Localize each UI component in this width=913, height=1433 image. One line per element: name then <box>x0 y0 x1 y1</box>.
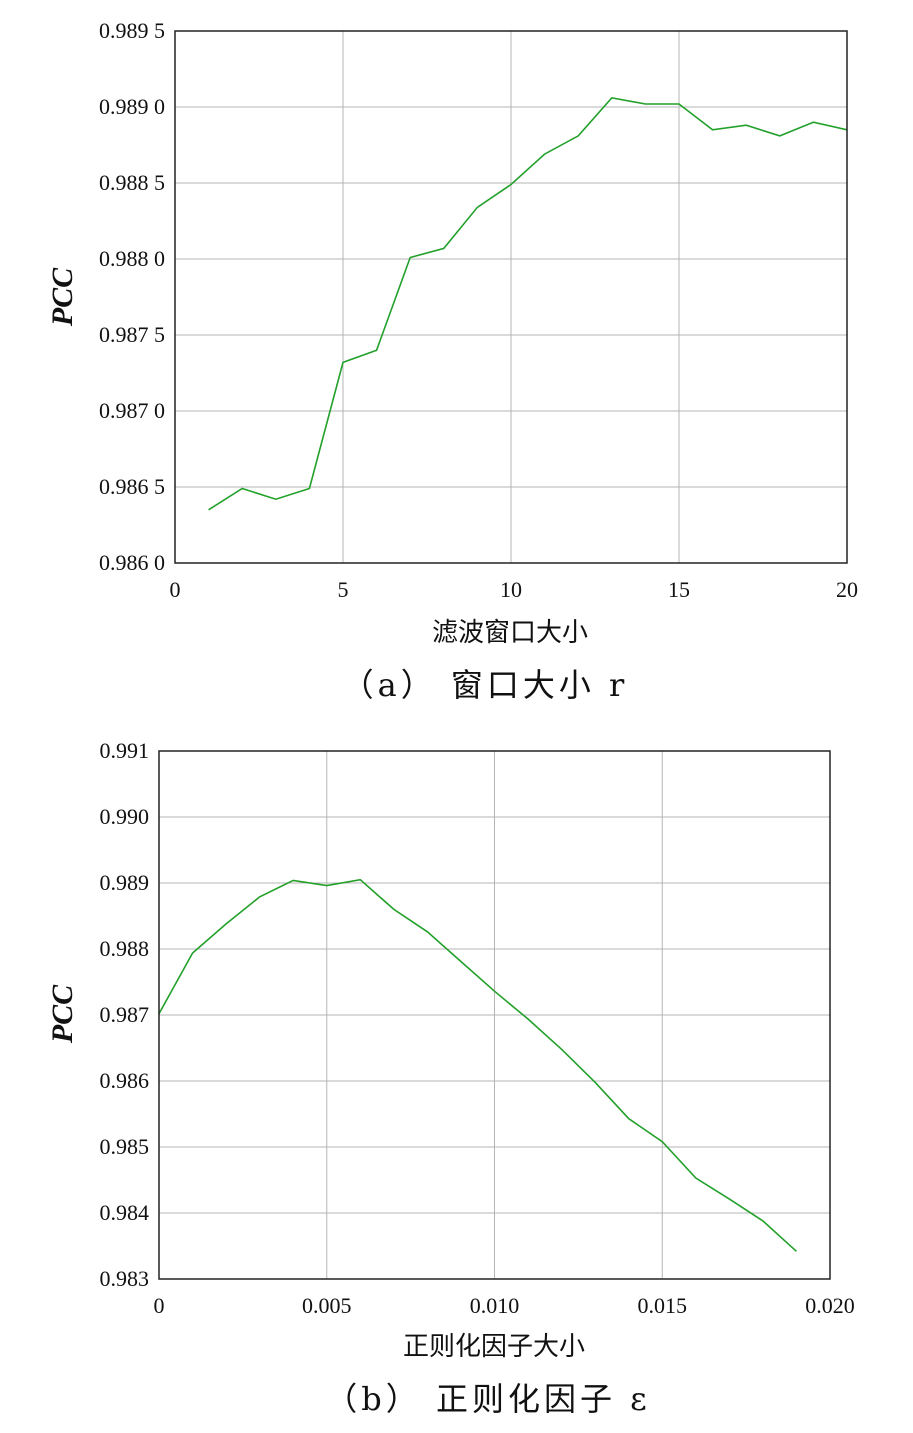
chart-a: 0.986 0 0.986 5 0.987 0 0.987 5 0.988 0 0.988… <box>46 18 858 704</box>
chart-a-y-tick-label: 0.988 0 <box>99 246 165 271</box>
chart-a-caption: （a） 窗口大小 r <box>342 666 629 704</box>
chart-a-y-tick-label: 0.986 5 <box>99 474 165 499</box>
chart-a-x-ticks: 0 5 10 15 20 <box>170 577 859 602</box>
chart-b-y-tick-label: 0.989 <box>100 870 150 895</box>
chart-b-y-tick-label: 0.985 <box>100 1134 150 1159</box>
chart-b-y-tick-label: 0.984 <box>100 1200 150 1225</box>
chart-a-x-tick-label: 10 <box>500 577 522 602</box>
chart-a-y-axis-label: PCC <box>46 267 79 327</box>
chart-b-y-axis-label: PCC <box>46 984 79 1044</box>
chart-a-y-tick-label: 0.989 5 <box>99 18 165 43</box>
chart-a-x-axis-label: 滤波窗口大小 <box>432 618 588 648</box>
chart-a-series-line <box>208 97 848 511</box>
chart-a-plot-frame <box>174 30 848 564</box>
chart-a-x-tick-label: 20 <box>836 577 858 602</box>
chart-a-grid <box>175 31 847 563</box>
chart-a-x-tick-label: 15 <box>668 577 690 602</box>
chart-a-x-tick-label: 0 <box>170 577 181 602</box>
chart-a-y-tick-label: 0.988 5 <box>99 170 165 195</box>
chart-a-y-tick-label: 0.987 5 <box>99 322 165 347</box>
chart-b-x-tick-label: 0.015 <box>638 1293 688 1318</box>
chart-b-y-tick-label: 0.987 <box>100 1002 150 1027</box>
chart-b: 0.983 0.984 0.985 0.986 0.987 0.988 0.989 0.990… <box>46 738 855 1418</box>
chart-b-y-tick-label: 0.991 <box>100 738 150 763</box>
chart-a-y-tick-label: 0.986 0 <box>99 550 165 575</box>
chart-b-caption: （b） 正则化因子 ε <box>325 1380 650 1418</box>
chart-b-x-tick-label: 0 <box>154 1293 165 1318</box>
chart-a-x-tick-label: 5 <box>338 577 349 602</box>
chart-b-x-tick-label: 0.010 <box>470 1293 520 1318</box>
chart-b-x-tick-label: 0.020 <box>805 1293 855 1318</box>
chart-b-y-tick-label: 0.990 <box>100 804 150 829</box>
chart-b-x-axis-label: 正则化因子大小 <box>403 1332 585 1362</box>
chart-b-x-ticks: 0 0.005 0.010 0.015 0.020 <box>154 1293 855 1318</box>
chart-b-y-tick-label: 0.988 <box>100 936 150 961</box>
chart-b-y-tick-label: 0.983 <box>100 1266 150 1291</box>
chart-b-grid <box>159 751 830 1279</box>
chart-a-y-tick-label: 0.987 0 <box>99 398 165 423</box>
chart-b-series-line <box>158 878 797 1252</box>
chart-b-plot-frame <box>158 750 831 1280</box>
chart-b-y-ticks: 0.983 0.984 0.985 0.986 0.987 0.988 0.989 0.990… <box>100 738 150 1291</box>
chart-b-x-tick-label: 0.005 <box>302 1293 352 1318</box>
chart-a-y-ticks: 0.986 0 0.986 5 0.987 0 0.987 5 0.988 0 0.988… <box>99 18 165 575</box>
chart-a-y-tick-label: 0.989 0 <box>99 94 165 119</box>
chart-b-y-tick-label: 0.986 <box>100 1068 150 1093</box>
